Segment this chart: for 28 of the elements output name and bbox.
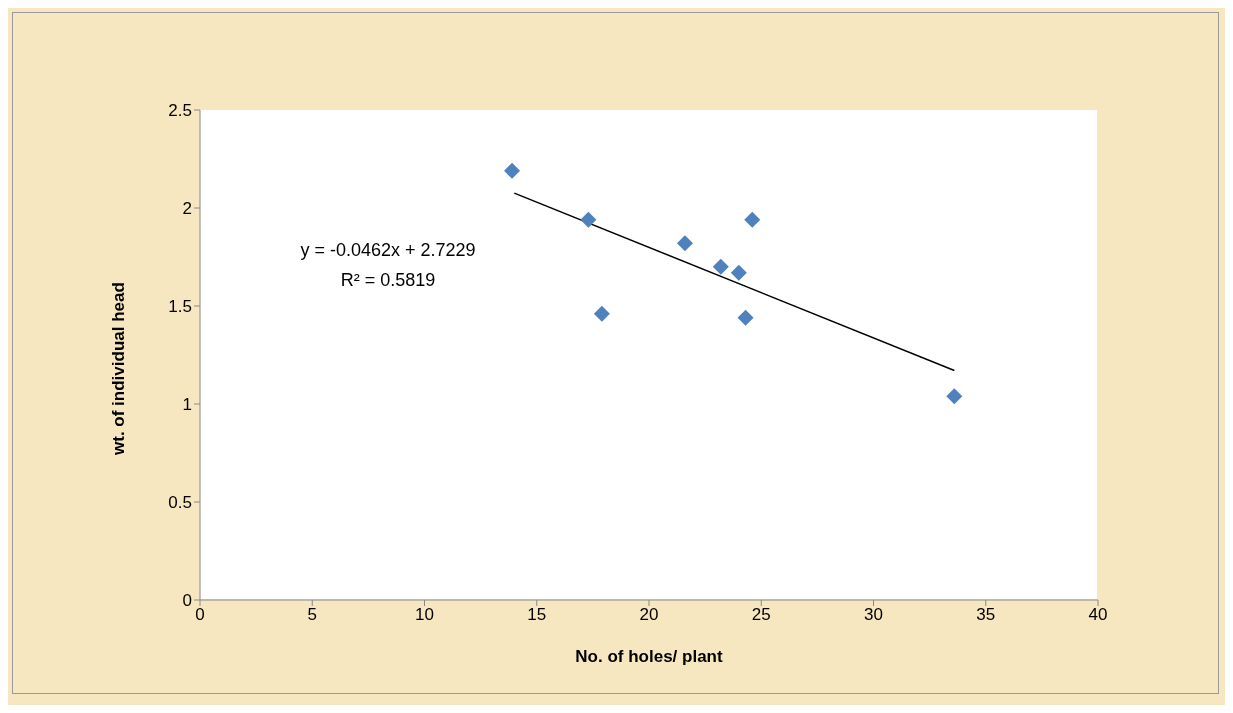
annotation: R² = 0.5819 <box>339 270 437 291</box>
y-tick-label: 0 <box>182 591 192 611</box>
y-tick-label: 2 <box>182 199 192 219</box>
x-tick-label: 10 <box>415 605 434 625</box>
x-tick-label: 40 <box>1088 605 1108 625</box>
point <box>676 235 693 252</box>
x-tick-label: 0 <box>195 605 205 625</box>
y-axis-title: wt. of individual head <box>109 282 129 456</box>
x-tick-label: 20 <box>639 605 659 625</box>
y-tick-label: 1.5 <box>168 297 192 317</box>
point <box>504 162 521 179</box>
point <box>730 264 747 281</box>
y-tick-label: 0.5 <box>168 493 192 513</box>
x-tick-label: 5 <box>307 605 317 625</box>
y-tick-label: 2.5 <box>168 101 192 121</box>
x-tick-label: 25 <box>751 605 771 625</box>
x-axis-title: No. of holes/ plant <box>575 647 723 667</box>
point <box>712 258 729 275</box>
x-tick-label: 35 <box>976 605 996 625</box>
annotation: y = -0.0462x + 2.7229 <box>299 240 477 261</box>
x-tick-label: 15 <box>527 605 547 625</box>
point <box>580 211 597 228</box>
y-tick-label: 1 <box>182 395 192 415</box>
x-tick-label: 30 <box>864 605 883 625</box>
point <box>737 309 754 326</box>
point <box>744 211 761 228</box>
point <box>946 388 963 405</box>
point <box>593 305 610 322</box>
